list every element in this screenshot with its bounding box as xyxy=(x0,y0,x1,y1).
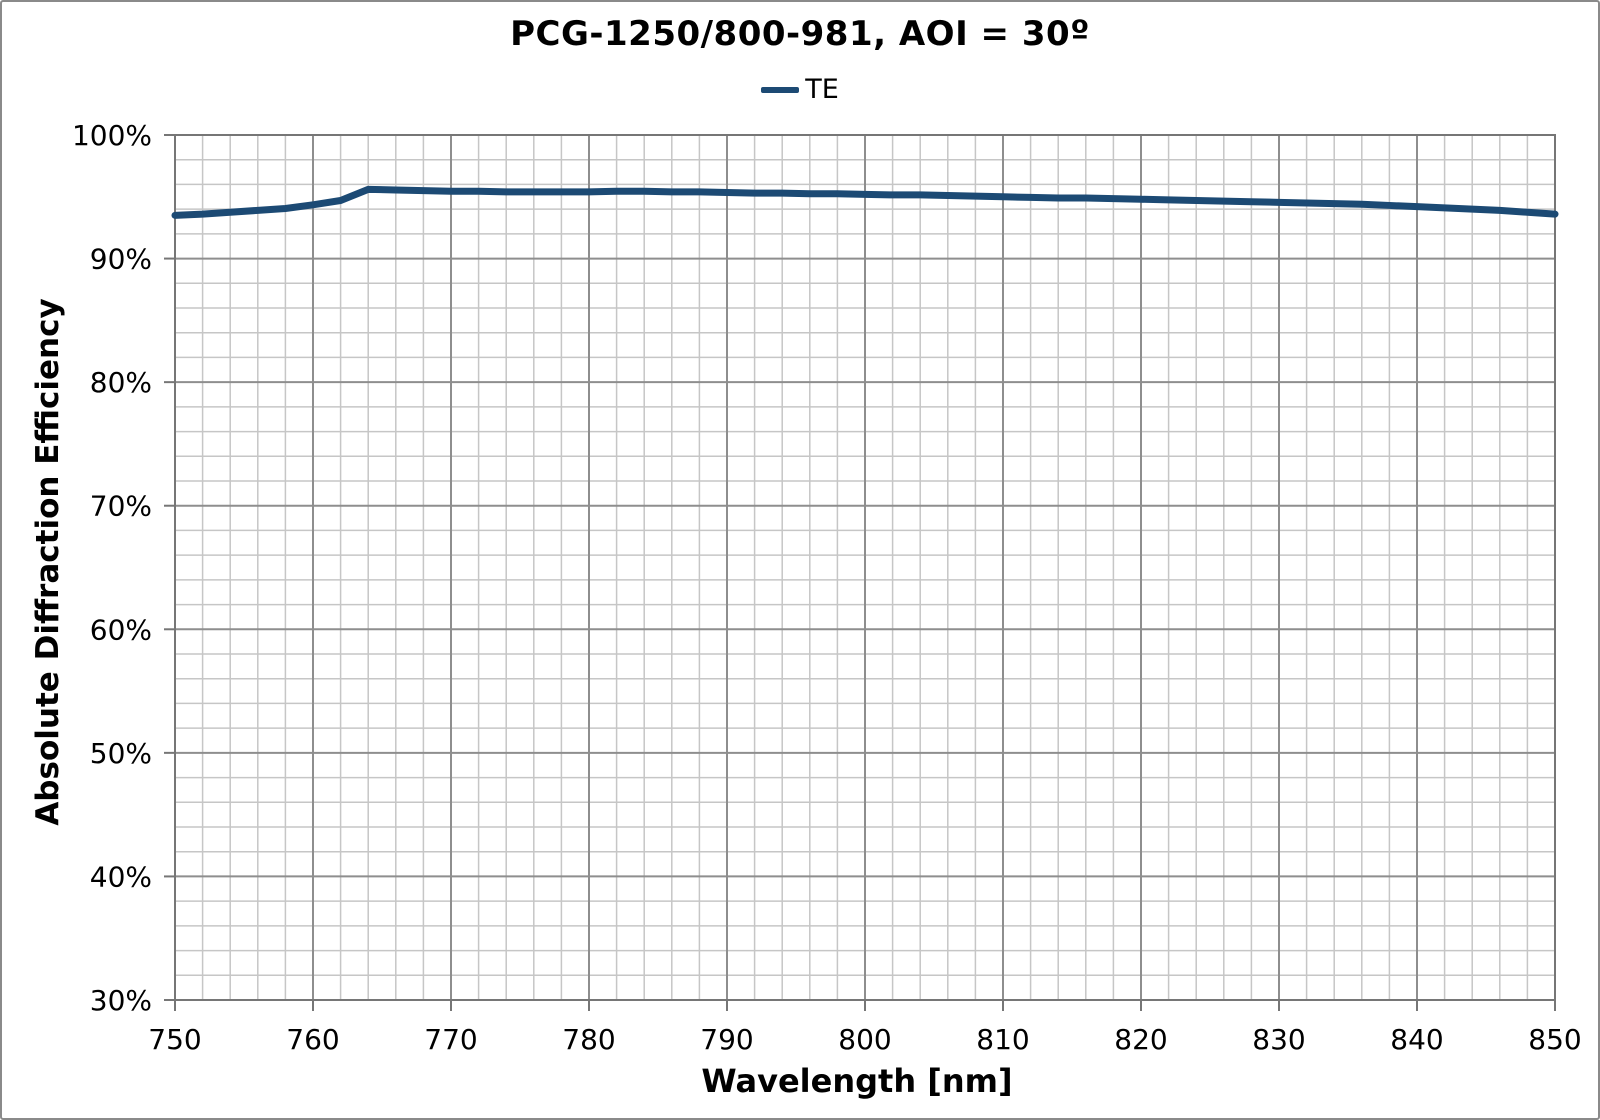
chart-title: PCG-1250/800-981, AOI = 30º xyxy=(510,14,1090,54)
y-tick-label: 100% xyxy=(72,119,152,152)
te-series-line xyxy=(171,185,1559,219)
x-axis-title: Wavelength [nm] xyxy=(701,1062,1013,1100)
x-tick-label: 770 xyxy=(424,1023,477,1056)
y-tick-label: 70% xyxy=(90,490,152,523)
y-tick-label: 90% xyxy=(90,243,152,276)
x-tick-label: 780 xyxy=(562,1023,615,1056)
x-tick-label: 760 xyxy=(286,1023,339,1056)
x-tick-label: 850 xyxy=(1528,1023,1581,1056)
x-tick-labels: 750 760 770 780 790 800 810 820 830 840 850 xyxy=(148,1023,1581,1056)
y-tick-label: 40% xyxy=(90,860,152,893)
y-tick-label: 50% xyxy=(90,737,152,770)
x-tick-label: 790 xyxy=(700,1023,753,1056)
legend-line-swatch xyxy=(761,86,800,93)
y-tick-label: 60% xyxy=(90,613,152,646)
gridlines-minor xyxy=(175,135,1555,1000)
y-tick-labels: 30% 40% 50% 60% 70% 80% 90% 100% xyxy=(72,119,152,1017)
legend: TE xyxy=(2,74,1598,105)
y-axis-title: Absolute Diffraction Efficiency xyxy=(30,298,66,826)
axis-ticks xyxy=(164,134,1556,1011)
x-tick-label: 800 xyxy=(838,1023,891,1056)
x-tick-label: 830 xyxy=(1252,1023,1305,1056)
y-tick-label: 30% xyxy=(90,984,152,1017)
x-tick-label: 750 xyxy=(148,1023,201,1056)
x-tick-label: 820 xyxy=(1114,1023,1167,1056)
gridlines-major xyxy=(174,134,1556,1001)
x-tick-label: 840 xyxy=(1390,1023,1443,1056)
x-tick-label: 810 xyxy=(976,1023,1029,1056)
y-tick-label: 80% xyxy=(90,366,152,399)
legend-label-te: TE xyxy=(805,74,839,105)
